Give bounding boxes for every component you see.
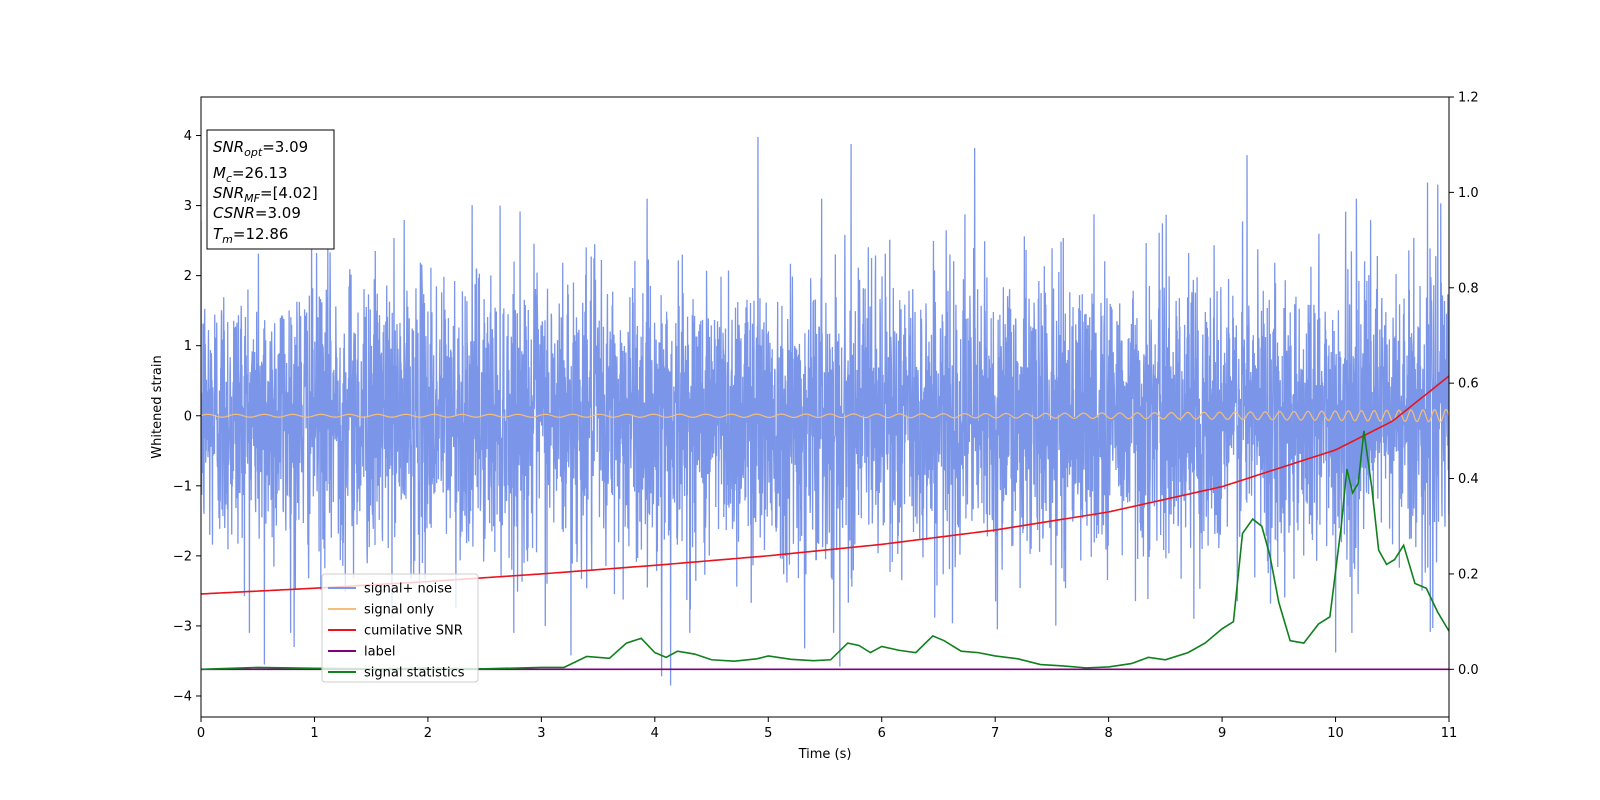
x-tick-label: 5 [764,726,772,741]
annotation-text: =26.13 [232,164,288,182]
y-tick-label-left: 4 [184,129,192,144]
annotation-line: Tm=12.86 [213,225,288,246]
x-tick-label: 3 [537,726,545,741]
annotation-text: =3.09 [255,204,301,222]
y-axis-label: Whitened strain [150,355,165,458]
series-line-signal-statistics [201,430,1449,671]
annotation-text: CSNR [213,204,255,222]
x-tick-label: 8 [1104,726,1112,741]
annotation-text: T [213,225,224,243]
x-tick-label: 2 [424,726,432,741]
x-tick-label: 10 [1327,726,1344,741]
annotation-line: SNRopt=3.09 [213,138,308,159]
legend-box [321,573,479,683]
annotation-text: M [213,164,226,182]
x-tick-label: 11 [1441,726,1458,741]
legend-label: cumilative SNR [364,624,463,639]
x-tick-label: 1 [310,726,318,741]
annotation-text: =12.86 [233,225,289,243]
y-tick-label-left: −4 [173,689,192,704]
annotation-text: =3.09 [262,138,308,156]
annotation-text: m [222,233,233,246]
y-tick-label-right: 0.4 [1458,472,1479,487]
legend-label: signal+ noise [364,582,452,597]
annotation-line: CSNR=3.09 [213,204,301,222]
series-line-signal-only [201,408,1449,423]
plot-frame [200,96,1450,718]
series-line-signal-noise [201,136,1449,686]
x-tick-label: 7 [991,726,999,741]
legend-label: signal statistics [364,666,465,681]
y-tick-label-left: 3 [184,199,192,214]
axes: 0 1 2 3 4 5 6 7 8 9 10 11 −4 −3 −2 −1 0 1 2 3 4 0.0 0.2 0.4 0.6 0… [173,91,1479,742]
y-tick-label-left: −1 [173,479,192,494]
y-tick-label-left: −3 [173,619,192,634]
annotation-box: SNRopt=3.09Mc=26.13SNRMF=[4.02]CSNR=3.09… [206,129,335,250]
legend-label: signal only [364,603,434,618]
annotation-text: SNR [213,184,244,202]
annotation-line: Mc=26.13 [213,164,288,185]
y-tick-label-right: 0.2 [1458,567,1479,582]
y-tick-label-left: 2 [184,269,192,284]
y-tick-label-right: 1.0 [1458,186,1479,201]
y-tick-label-left: 1 [184,339,192,354]
y-tick-label-right: 0.0 [1458,663,1479,678]
x-tick-label: 0 [197,726,205,741]
y-tick-label-right: 1.2 [1458,91,1479,106]
x-tick-label: 9 [1218,726,1226,741]
legend-label: label [364,645,395,660]
y-tick-label-right: 0.6 [1458,377,1479,392]
x-tick-label: 4 [651,726,659,741]
annotation-text: opt [244,146,263,159]
x-axis-label: Time (s) [798,747,852,762]
x-tick-label: 6 [878,726,886,741]
annotation-frame [206,129,335,250]
annotation-text: c [226,172,232,185]
annotation-line: SNRMF=[4.02] [213,184,318,205]
annotation-text: SNR [213,138,244,156]
y-tick-label-left: 0 [184,409,192,424]
annotation-text: MF [244,192,260,205]
y-tick-label-right: 0.8 [1458,281,1479,296]
y-tick-label-left: −2 [173,549,192,564]
annotation-text: =[4.02] [260,184,318,202]
legend: signal+ noise signal only cumilative SNR la… [321,573,479,683]
